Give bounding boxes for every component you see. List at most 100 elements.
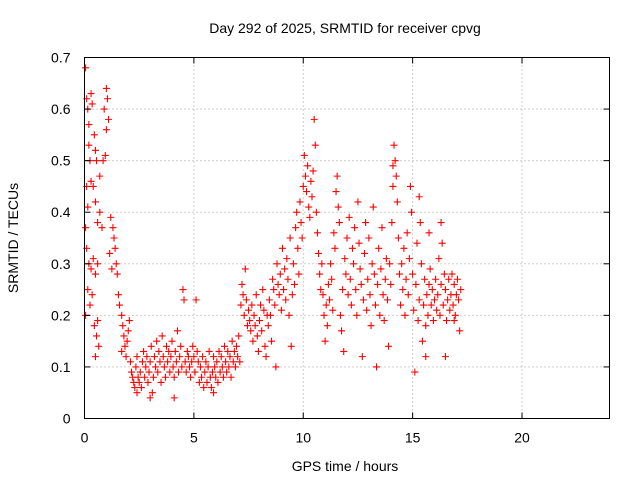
data-point (287, 342, 295, 350)
data-point (448, 270, 456, 278)
data-point (307, 177, 315, 185)
data-point (432, 275, 440, 283)
data-point (161, 373, 169, 381)
data-point (342, 270, 350, 278)
data-point (358, 353, 366, 361)
data-point (237, 301, 245, 309)
data-point (437, 219, 445, 227)
y-tick-label: 0.6 (51, 101, 71, 117)
data-point (344, 291, 352, 299)
data-point (285, 311, 293, 319)
data-point (85, 141, 93, 149)
data-point (264, 322, 272, 330)
data-point (365, 234, 373, 242)
data-point (124, 327, 132, 335)
data-point (105, 115, 113, 123)
data-point (208, 368, 216, 376)
data-point (216, 368, 224, 376)
data-point (451, 311, 459, 319)
data-point (330, 229, 338, 237)
data-point (125, 317, 133, 325)
y-tick-label: 0.4 (51, 204, 71, 220)
data-point (298, 234, 306, 242)
data-point (136, 368, 144, 376)
data-point (148, 389, 156, 397)
data-point (82, 64, 90, 72)
data-points (82, 64, 465, 402)
data-point (417, 260, 425, 268)
data-point (389, 162, 397, 170)
data-point (91, 146, 99, 154)
y-axis-title: SRMTID / TECUs (5, 183, 21, 293)
data-point (152, 363, 160, 371)
data-point (138, 358, 146, 366)
data-point (385, 342, 393, 350)
data-point (87, 90, 95, 98)
data-point (145, 368, 153, 376)
data-point (361, 249, 368, 257)
data-point (189, 342, 197, 350)
data-point (133, 389, 141, 397)
data-point (230, 347, 238, 355)
data-point (151, 353, 158, 361)
data-point (108, 265, 116, 273)
data-point (275, 291, 283, 299)
data-point (246, 317, 254, 325)
data-point (367, 322, 375, 330)
data-point (254, 347, 262, 355)
data-point (286, 234, 294, 242)
data-point (340, 347, 348, 355)
data-point (426, 265, 434, 273)
data-point (94, 317, 102, 325)
data-point (229, 358, 237, 366)
data-point (444, 296, 452, 304)
data-point (457, 286, 465, 294)
data-point (190, 353, 198, 361)
data-point (177, 342, 185, 350)
data-point (445, 275, 453, 283)
data-point (91, 198, 99, 206)
data-point (91, 353, 99, 361)
data-point (235, 332, 243, 340)
data-point (120, 332, 128, 340)
data-point (328, 275, 336, 283)
data-point (440, 270, 448, 278)
data-point (170, 394, 178, 402)
data-point (89, 255, 97, 263)
data-point (296, 198, 304, 206)
data-point (241, 265, 249, 273)
y-tick-label: 0 (63, 411, 71, 427)
data-point (341, 255, 349, 263)
data-point (203, 378, 211, 386)
data-point (446, 306, 454, 314)
data-point (452, 291, 460, 299)
data-point (107, 213, 115, 221)
data-point (240, 311, 248, 319)
x-tick-label: 15 (405, 430, 421, 446)
data-point (455, 296, 463, 304)
data-point (178, 363, 186, 371)
data-point (94, 260, 102, 268)
data-point (306, 213, 314, 221)
data-point (84, 286, 92, 294)
data-point (450, 317, 458, 325)
data-point (90, 322, 98, 330)
data-point (204, 363, 212, 371)
data-point (394, 234, 402, 242)
data-point (172, 358, 180, 366)
data-point (137, 384, 145, 392)
data-point (391, 157, 399, 165)
data-point (257, 301, 265, 309)
data-point (88, 100, 96, 108)
data-point (96, 172, 104, 180)
data-point (429, 317, 437, 325)
data-point (370, 270, 378, 278)
x-tick-label: 0 (81, 430, 89, 446)
data-point (112, 260, 120, 268)
data-point (366, 291, 374, 299)
data-point (309, 167, 317, 175)
data-point (119, 322, 127, 330)
data-point (355, 239, 363, 247)
data-point (300, 151, 308, 159)
data-point (113, 270, 121, 278)
